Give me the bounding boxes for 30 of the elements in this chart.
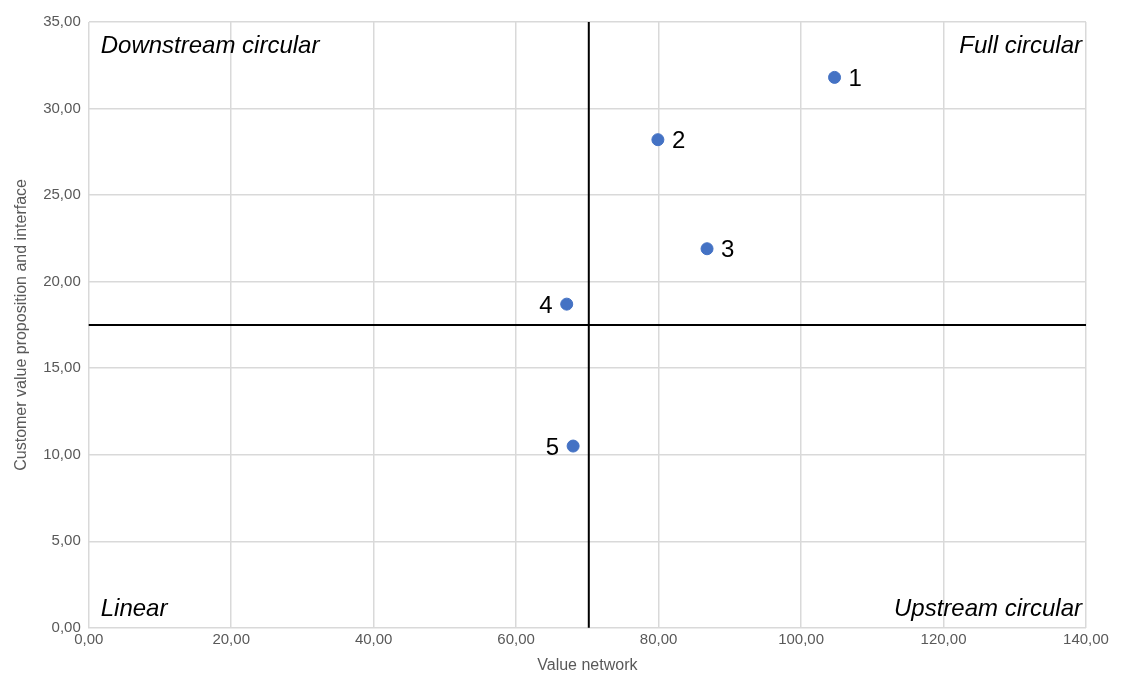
- y-tick-label: 30,00: [43, 98, 81, 116]
- annotation: 5: [545, 432, 560, 460]
- x-tick-label: 80,00: [639, 629, 678, 647]
- y-tick-label: 35,00: [43, 12, 81, 30]
- point: [566, 439, 580, 453]
- annotation: Linear: [100, 594, 169, 622]
- annotation: Upstream circular: [893, 594, 1083, 622]
- y-tick-label: 20,00: [43, 271, 81, 289]
- annotation: Downstream circular: [100, 30, 321, 58]
- y-tick-label: 15,00: [43, 358, 81, 376]
- annotation: 3: [721, 235, 735, 263]
- x-tick-label: 20,00: [212, 629, 250, 647]
- y-tick-label: 5,00: [51, 531, 81, 549]
- point: [700, 242, 714, 256]
- point: [560, 297, 574, 311]
- annotation: 1: [848, 64, 862, 92]
- y-tick-label: 25,00: [43, 185, 81, 203]
- point: [828, 70, 842, 84]
- point: [651, 133, 665, 147]
- x-tick-label: 100,00: [778, 629, 825, 647]
- x-tick-label: 120,00: [920, 629, 967, 647]
- annotation: 2: [671, 126, 686, 154]
- x-tick-label: 40,00: [354, 629, 393, 647]
- annotation: Full circular: [959, 30, 1083, 58]
- annotation: 4: [539, 290, 553, 318]
- x-tick-label: 140,00: [1063, 629, 1109, 647]
- y-tick-label: 10,00: [43, 444, 81, 462]
- x-axis-title: Value network: [537, 655, 639, 673]
- y-axis-title: Customer value proposition and interface: [12, 178, 30, 471]
- x-tick-label: 60,00: [497, 629, 535, 647]
